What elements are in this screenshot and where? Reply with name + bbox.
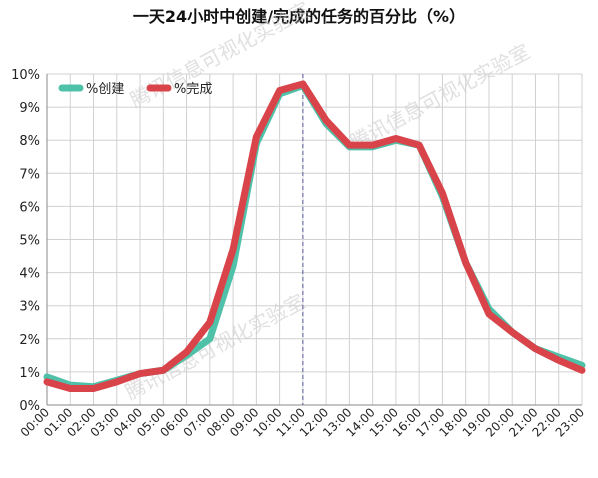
chart-title: 一天24小时中创建/完成的任务的百分比（%） [133,7,465,26]
y-tick-label: 4% [19,267,40,282]
watermark-text: 腾讯信息可视化实验室 [346,39,534,154]
y-tick-label: 6% [19,200,40,215]
y-tick-label: 5% [19,234,40,249]
legend-label: %创建 [86,82,124,97]
legend: %创建 %完成 [58,82,212,97]
y-tick-label: 3% [19,300,40,315]
grid-layer [46,73,583,406]
series-line-1 [43,80,586,392]
y-tick-label: 8% [19,134,40,149]
y-tick-label: 7% [19,167,40,182]
series-layer [43,80,586,392]
y-tick-label: 2% [19,333,40,348]
y-tick-label: 0% [19,399,40,414]
y-tick-label: 9% [19,101,40,116]
legend-label: %完成 [174,82,212,97]
series-line-0 [43,82,586,391]
y-tick-label: 1% [19,366,40,381]
y-tick-label: 10% [11,68,40,83]
